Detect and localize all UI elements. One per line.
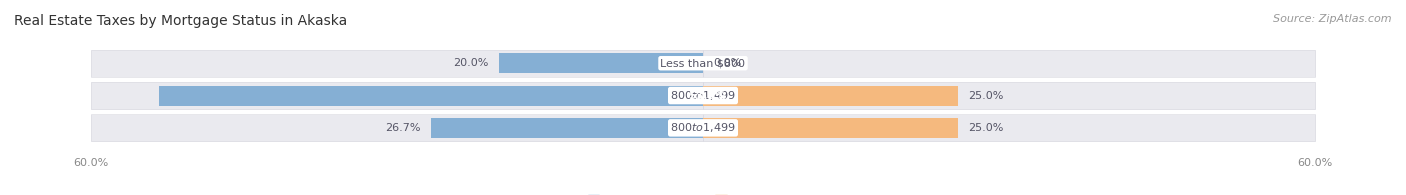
Bar: [703, 50, 1315, 77]
Bar: [703, 114, 1315, 141]
Text: $800 to $1,499: $800 to $1,499: [671, 121, 735, 134]
Text: 25.0%: 25.0%: [969, 123, 1004, 133]
Text: 53.3%: 53.3%: [688, 90, 725, 101]
Bar: [703, 118, 957, 138]
Bar: [703, 82, 1315, 109]
Text: Real Estate Taxes by Mortgage Status in Akaska: Real Estate Taxes by Mortgage Status in …: [14, 14, 347, 28]
Text: 26.7%: 26.7%: [385, 123, 420, 133]
Bar: [430, 118, 703, 138]
Bar: [91, 114, 703, 141]
Text: Less than $800: Less than $800: [661, 58, 745, 68]
Bar: [499, 53, 703, 73]
Bar: [91, 82, 703, 109]
Bar: [91, 50, 703, 77]
Text: $800 to $1,499: $800 to $1,499: [671, 89, 735, 102]
Bar: [703, 86, 957, 105]
Bar: [159, 86, 703, 105]
Text: 25.0%: 25.0%: [969, 90, 1004, 101]
Text: Source: ZipAtlas.com: Source: ZipAtlas.com: [1274, 14, 1392, 24]
Text: 20.0%: 20.0%: [453, 58, 489, 68]
Text: 0.0%: 0.0%: [713, 58, 741, 68]
